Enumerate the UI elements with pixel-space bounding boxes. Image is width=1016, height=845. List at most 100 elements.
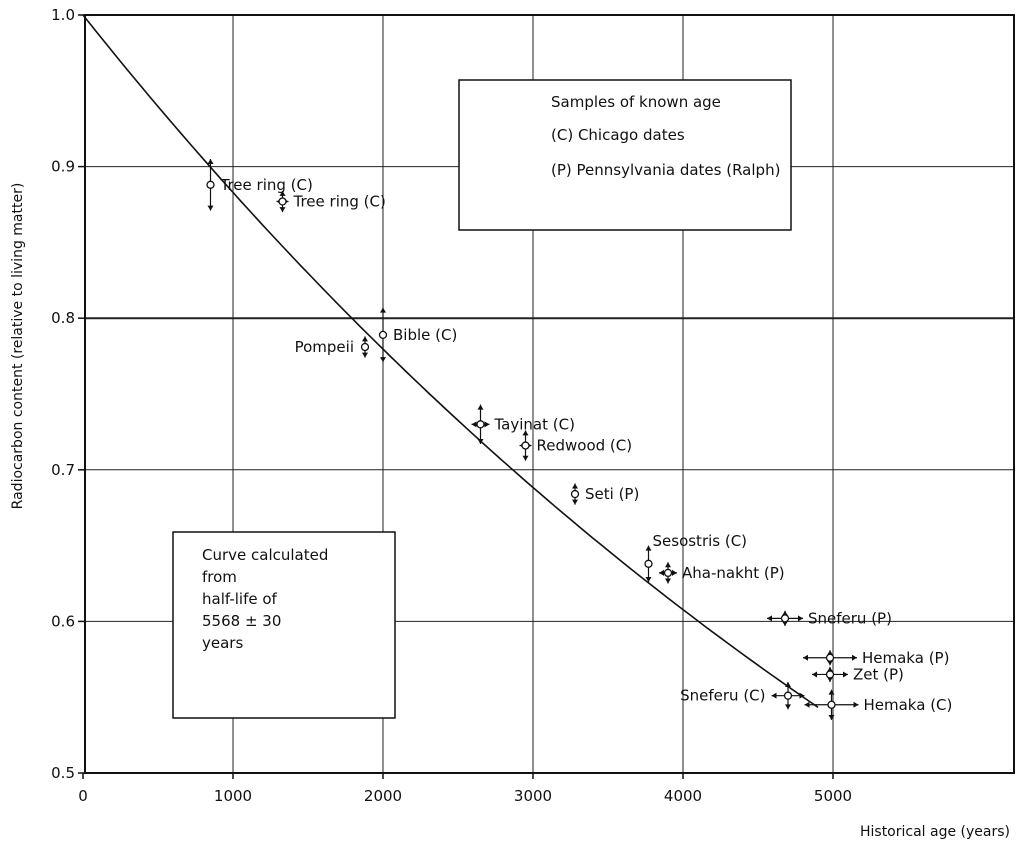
data-point: Tree ring (C): [206, 159, 313, 211]
x-tick-label: 2000: [364, 787, 402, 805]
error-arrow-down: [362, 352, 368, 358]
point-marker: [278, 197, 287, 206]
curve-box-line-3: half-life of: [202, 590, 278, 608]
point-label: Seti (P): [585, 485, 639, 503]
point-marker: [521, 441, 530, 450]
curve-box-line-4: 5568 ± 30: [202, 612, 281, 630]
point-marker: [476, 420, 485, 429]
plot-frame: [84, 14, 1015, 774]
y-tick-label: 0.6: [51, 612, 75, 630]
error-arrow-right: [852, 654, 857, 661]
curve-layer: [82, 14, 819, 708]
point-marker: [827, 700, 836, 709]
error-arrow-right: [798, 615, 803, 622]
error-arrow-up: [362, 336, 368, 342]
point-marker: [825, 670, 835, 679]
legend-line-3: (P) Pennsylvania dates (Ralph): [551, 161, 780, 179]
y-tick-label: 0.9: [51, 158, 75, 176]
data-point: Sneferu (C): [680, 682, 805, 710]
error-arrow-up: [477, 404, 484, 410]
error-arrow-down: [665, 578, 671, 584]
x-axis-title: Historical age (years): [860, 824, 1010, 840]
error-arrow-up: [207, 159, 214, 165]
y-tick-label: 0.7: [51, 461, 75, 479]
point-label: Sneferu (C): [680, 687, 765, 705]
x-tick-label: 3000: [514, 787, 552, 805]
error-arrow-down: [645, 576, 652, 582]
error-arrow-down: [279, 207, 286, 213]
error-arrow-down: [522, 455, 529, 461]
data-point: Sesostris (C): [644, 532, 748, 582]
curve-box-line-5: years: [202, 634, 243, 652]
axes-frame: [84, 14, 1015, 774]
error-arrow-left: [659, 569, 664, 576]
ticks-layer: 0.5 0.6 0.7 0.8 0.9 1.0 0 1000 2000 3000 4000 5000: [51, 6, 852, 805]
point-label: Tree ring (C): [220, 176, 313, 194]
point-marker: [206, 180, 215, 189]
error-arrow-up: [522, 430, 529, 436]
data-point: Hemaka (P): [803, 649, 949, 667]
point-label: Redwood (C): [537, 437, 633, 455]
legend-line-1: Samples of known age: [551, 93, 721, 111]
error-arrow-right: [672, 569, 677, 576]
legend-box: [458, 79, 792, 231]
x-tick-label: 4000: [664, 787, 702, 805]
error-arrow-right: [484, 421, 490, 428]
points-layer: Tree ring (C)Tree ring (C) Pompeii Bible (…: [206, 159, 953, 720]
error-arrow-right: [799, 692, 805, 699]
legend-line-2: (C) Chicago dates: [551, 126, 685, 144]
error-arrow-left: [767, 615, 772, 622]
point-label: Bible (C): [393, 326, 457, 344]
point-marker: [663, 568, 673, 578]
y-tick-label: 0.8: [51, 309, 75, 327]
error-arrow-left: [771, 692, 777, 699]
error-arrow-down: [785, 704, 791, 710]
point-label: Pompeii: [295, 338, 354, 356]
data-point: Zet (P): [812, 665, 904, 683]
decay-curve: [82, 14, 819, 708]
point-label: Hemaka (C): [864, 696, 953, 714]
error-arrow-left: [812, 671, 817, 678]
point-marker: [825, 653, 835, 662]
curve-box-line-1: Curve calculated: [202, 546, 328, 564]
point-label: Aha-nakht (P): [682, 564, 785, 582]
point-marker: [378, 330, 388, 340]
error-arrow-up: [380, 307, 386, 313]
point-marker: [644, 559, 653, 568]
error-arrow-up: [828, 689, 835, 695]
point-label: Hemaka (P): [862, 649, 949, 667]
error-arrow-down: [477, 439, 484, 445]
point-marker: [570, 489, 580, 499]
data-point: Redwood (C): [519, 430, 633, 461]
error-arrow-up: [645, 545, 652, 551]
data-point: Seti (P): [570, 483, 639, 505]
data-point: Aha-nakht (P): [659, 562, 785, 584]
y-axis-title: Radiocarbon content (relative to living …: [10, 183, 26, 510]
point-label: Tree ring (C): [293, 192, 386, 210]
curve-box-line-2: from: [202, 568, 237, 586]
point-marker: [780, 614, 790, 623]
point-label: Zet (P): [853, 665, 904, 683]
data-point: Sneferu (P): [767, 609, 892, 627]
x-tick-label: 0: [78, 787, 88, 805]
x-tick-label: 1000: [214, 787, 252, 805]
error-arrow-left: [471, 421, 477, 428]
y-tick-label: 1.0: [51, 6, 75, 24]
data-point: Hemaka (C): [804, 689, 953, 720]
data-point: Tree ring (C): [276, 190, 386, 213]
point-marker: [783, 691, 793, 700]
y-tick-label: 0.5: [51, 764, 75, 782]
error-arrow-up: [785, 682, 791, 688]
error-arrow-down: [207, 205, 214, 211]
error-arrow-up: [279, 190, 286, 196]
error-arrow-right: [843, 671, 848, 678]
x-tick-label: 5000: [814, 787, 852, 805]
error-arrow-left: [803, 654, 808, 661]
point-label: Sneferu (P): [808, 609, 892, 627]
point-label: Sesostris (C): [653, 532, 748, 550]
error-arrow-down: [380, 357, 386, 363]
error-arrow-down: [572, 499, 578, 505]
error-arrow-up: [572, 483, 578, 489]
point-marker: [360, 342, 370, 352]
